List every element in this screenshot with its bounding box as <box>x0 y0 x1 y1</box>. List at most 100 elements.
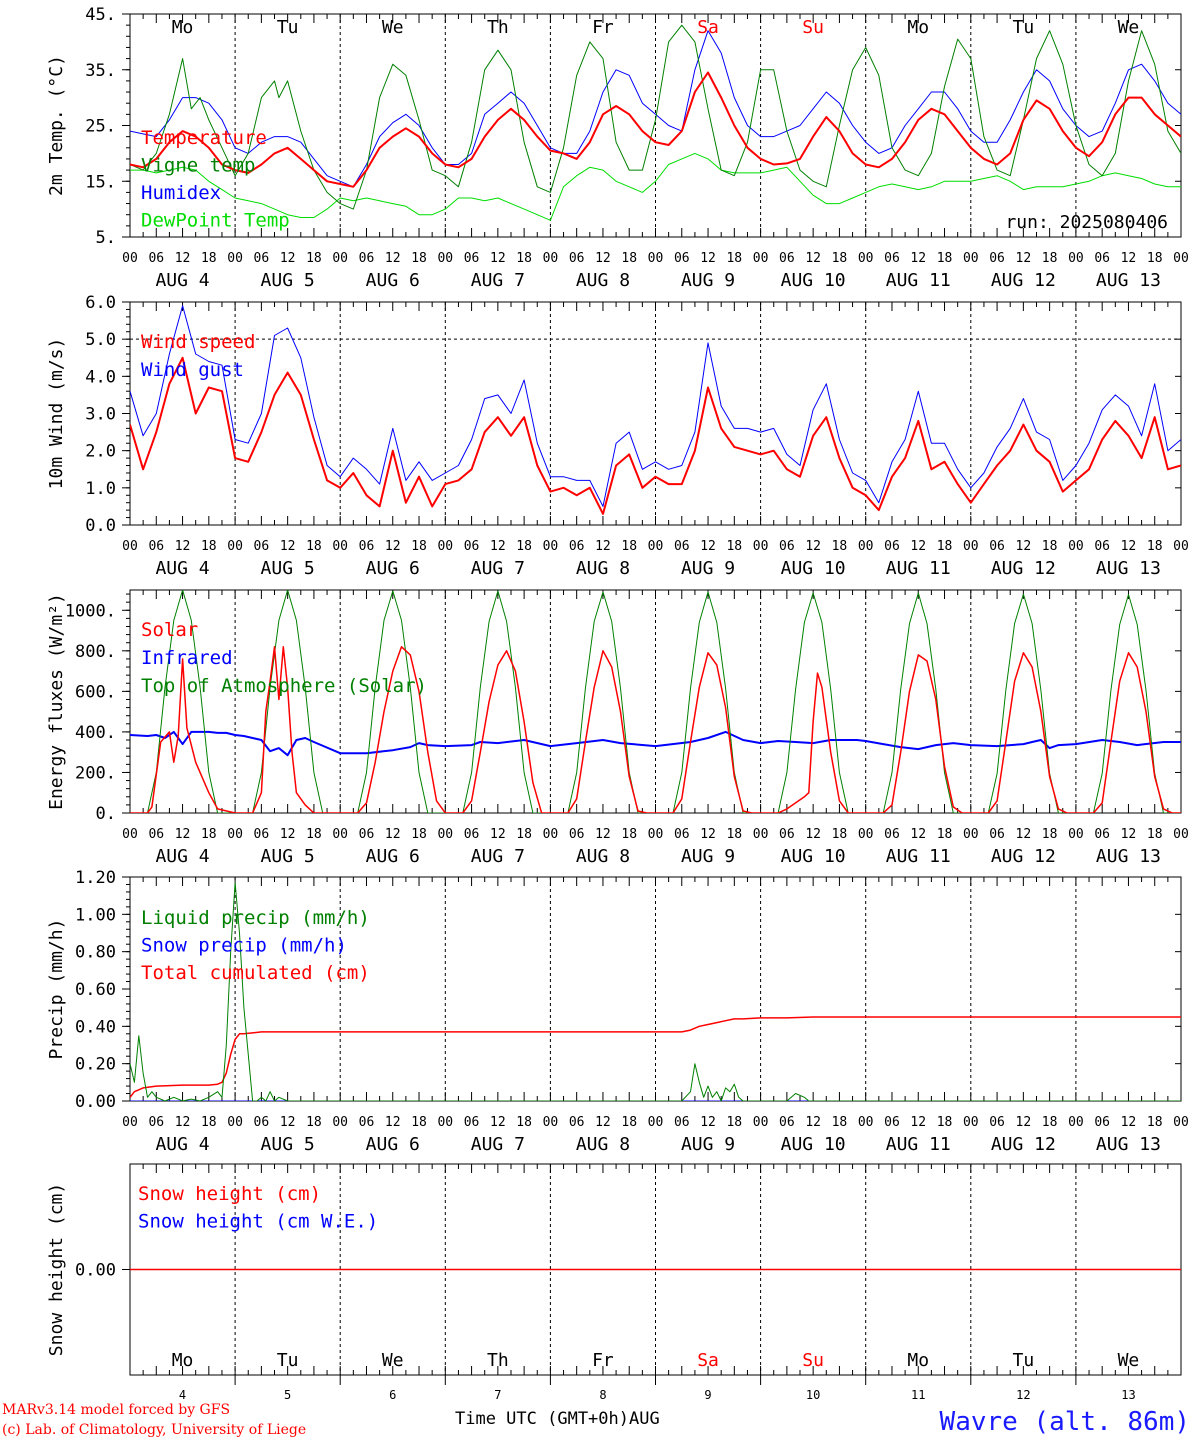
day-number-label: 13 <box>1121 1388 1135 1402</box>
y-tick-label: 0.20 <box>75 1055 116 1075</box>
hour-tick-label: 18 <box>411 539 427 554</box>
y-tick-label: 2.0 <box>85 442 116 462</box>
hour-tick-label: 06 <box>674 539 690 554</box>
plot-frame <box>129 301 1182 526</box>
legend-entry: Snow precip (mm/h) <box>141 935 347 957</box>
date-label: AUG 7 <box>471 270 525 291</box>
y-tick-label: 3.0 <box>85 405 116 425</box>
hour-tick-label: 18 <box>726 1115 742 1130</box>
hour-tick-label: 00 <box>648 827 664 842</box>
date-label: AUG 4 <box>155 846 209 867</box>
hour-tick-label: 00 <box>753 827 769 842</box>
hour-tick-label: 00 <box>1173 827 1189 842</box>
hour-tick-label: 06 <box>464 827 480 842</box>
hour-tick-label: 06 <box>779 1115 795 1130</box>
y-tick-label: 4.0 <box>85 367 116 387</box>
hour-tick-label: 12 <box>1121 539 1137 554</box>
weekday-label-top: Su <box>802 17 824 38</box>
date-label: AUG 13 <box>1096 558 1161 579</box>
hour-tick-label: 06 <box>464 539 480 554</box>
series-line-temperature <box>130 71 1181 188</box>
date-label: AUG 8 <box>576 846 630 867</box>
hour-tick-label: 12 <box>595 827 611 842</box>
hour-tick-label: 12 <box>595 539 611 554</box>
date-label: AUG 11 <box>886 1134 951 1155</box>
hour-tick-label: 12 <box>490 1115 506 1130</box>
hour-tick-label: 00 <box>648 1115 664 1130</box>
hour-tick-label: 00 <box>858 251 874 266</box>
hour-tick-label: 12 <box>280 827 296 842</box>
panel-5: 0.00 Snow height (cm) Snow height (cm) Snow… <box>46 1163 1182 1376</box>
hour-tick-label: 18 <box>306 251 322 266</box>
hour-tick-label: 06 <box>569 539 585 554</box>
date-label: AUG 5 <box>261 846 315 867</box>
weekday-label-top: Mo <box>172 17 194 38</box>
hour-tick-label: 12 <box>1121 827 1137 842</box>
hour-tick-label: 18 <box>411 827 427 842</box>
day-number-label: 12 <box>1016 1388 1030 1402</box>
hour-tick-label: 00 <box>227 1115 243 1130</box>
hour-tick-label: 06 <box>254 827 270 842</box>
weekday-label-top: Tu <box>277 17 299 38</box>
legend-entry: Top of Atmosphere (Solar) <box>141 675 427 697</box>
legend-entry: Liquid precip (mm/h) <box>141 907 370 929</box>
hour-tick-label: 18 <box>937 1115 953 1130</box>
hour-tick-label: 06 <box>884 827 900 842</box>
day-number-label: 5 <box>284 1388 291 1402</box>
date-label: AUG 10 <box>781 270 846 291</box>
hour-tick-label: 18 <box>832 539 848 554</box>
plot-frame <box>129 13 1182 238</box>
hour-tick-label: 18 <box>411 1115 427 1130</box>
panel-4: 1.20 1.00 0.80 0.60 0.40 0.20 0.00 Precip (mm/h… <box>46 868 1189 1155</box>
date-label: AUG 4 <box>155 270 209 291</box>
legend-entry: Wind speed <box>141 331 255 353</box>
hour-tick-label: 06 <box>989 539 1005 554</box>
legend-entry: DewPoint Temp <box>141 210 290 232</box>
hour-tick-label: 18 <box>201 1115 217 1130</box>
hour-tick-label: 00 <box>543 539 559 554</box>
date-label: AUG 6 <box>366 270 420 291</box>
hour-tick-label: 06 <box>148 1115 164 1130</box>
weekday-label-bottom: Sa <box>697 1350 719 1371</box>
hour-tick-label: 18 <box>516 827 532 842</box>
hour-tick-label: 06 <box>989 251 1005 266</box>
date-label: AUG 8 <box>576 558 630 579</box>
hour-tick-label: 00 <box>122 1115 138 1130</box>
hour-tick-label: 06 <box>884 539 900 554</box>
y-axis-label: 2m Temp. (°C) <box>46 55 67 196</box>
date-label: AUG 8 <box>576 270 630 291</box>
weekday-label-bottom: Mo <box>907 1350 929 1371</box>
hour-tick-label: 18 <box>201 251 217 266</box>
hour-tick-label: 00 <box>437 827 453 842</box>
credit-line-1: MARv3.14 model forced by GFS <box>2 1402 230 1418</box>
panel-2: 6.0 5.0 4.0 3.0 2.0 1.0 0.0 10m Wind (m/s) 00 06 1… <box>46 293 1189 579</box>
date-label: AUG 10 <box>781 1134 846 1155</box>
date-label: AUG 5 <box>261 1134 315 1155</box>
hour-tick-label: 06 <box>1094 1115 1110 1130</box>
hour-tick-label: 12 <box>490 827 506 842</box>
date-label: AUG 5 <box>261 270 315 291</box>
hour-tick-label: 18 <box>411 251 427 266</box>
weekday-label-top: We <box>382 17 404 38</box>
date-label: AUG 7 <box>471 558 525 579</box>
hour-tick-label: 18 <box>1042 251 1058 266</box>
legend-entry: Total cumulated (cm) <box>141 962 370 984</box>
hour-tick-label: 18 <box>1147 539 1163 554</box>
hour-tick-label: 06 <box>148 539 164 554</box>
series-line-infrared <box>130 730 1181 757</box>
hour-tick-label: 06 <box>569 1115 585 1130</box>
weekday-label-bottom: Tu <box>277 1350 299 1371</box>
y-tick-label: 600. <box>75 682 116 702</box>
hour-tick-label: 12 <box>1016 827 1032 842</box>
series-line-total-cumulated-cm <box>130 1016 1181 1098</box>
hour-tick-label: 00 <box>648 539 664 554</box>
hour-tick-label: 06 <box>254 1115 270 1130</box>
hour-tick-label: 12 <box>910 827 926 842</box>
hour-tick-label: 06 <box>569 251 585 266</box>
day-number-label: 9 <box>704 1388 711 1402</box>
hour-tick-label: 06 <box>148 827 164 842</box>
hour-tick-label: 12 <box>175 1115 191 1130</box>
y-tick-label: 200. <box>75 763 116 783</box>
y-tick-label: 0.00 <box>75 1261 116 1281</box>
weekday-label-bottom: Su <box>802 1350 824 1371</box>
